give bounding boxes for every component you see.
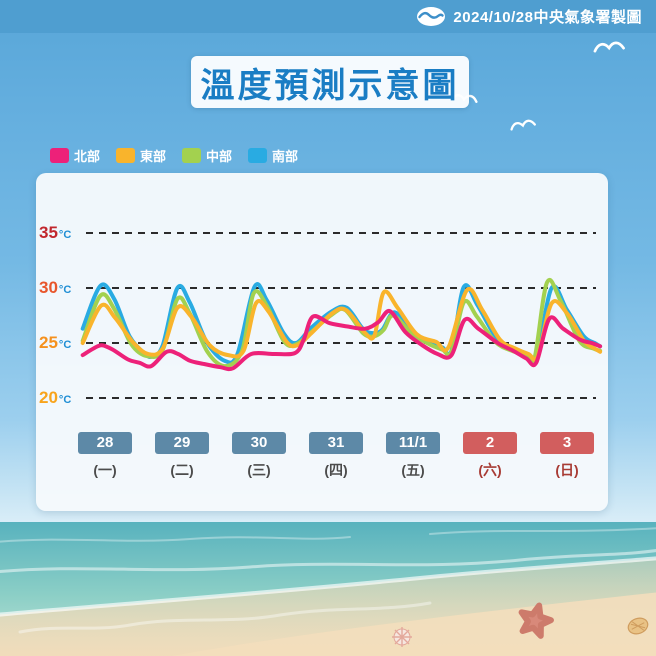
y-tick-unit: °C — [58, 394, 72, 406]
temperature-line-chart — [80, 232, 603, 399]
foam-line — [0, 536, 351, 543]
date-cell-29: 29 (二) — [155, 432, 209, 480]
weekday-label: (日) — [555, 462, 579, 478]
y-tick-25: 25 °C — [39, 331, 91, 355]
series-line-東部 — [80, 286, 603, 362]
date-badge: 2 — [463, 432, 517, 454]
legend-item-北部: 北部 — [50, 146, 100, 165]
legend-label: 北部 — [74, 149, 101, 164]
weekday-label: (四) — [324, 462, 348, 478]
legend-swatch — [248, 148, 267, 163]
date-cell-30: 30 (三) — [232, 432, 286, 480]
series-line-北部 — [80, 308, 603, 372]
scallop-shell-icon — [627, 617, 649, 635]
chart-panel: 35 °C 30 °C 25 °C 20 °C 28 (一) 29 (二) 30 (三) 31 (四) 11/… — [36, 173, 608, 511]
y-tick-value: 25 — [39, 333, 58, 352]
date-cell-2: 2 (六) — [463, 432, 517, 480]
y-tick-30: 30 °C — [39, 276, 91, 300]
y-tick-value: 20 — [39, 388, 58, 407]
weekday-label: (六) — [478, 462, 502, 478]
foam-line — [0, 549, 656, 574]
page-title: 溫度預測示意圖 — [200, 66, 460, 105]
weekday-label: (一) — [93, 462, 117, 478]
legend-item-中部: 中部 — [182, 146, 232, 165]
starfish-icon — [518, 602, 554, 639]
beach-scene — [0, 522, 656, 656]
y-tick-unit: °C — [58, 284, 72, 296]
weekday-label: (二) — [170, 462, 194, 478]
weekday-label: (三) — [247, 462, 271, 478]
legend-label: 東部 — [140, 149, 167, 164]
legend-label: 中部 — [206, 149, 233, 164]
y-tick-35: 35 °C — [39, 221, 91, 245]
date-cell-31: 31 (四) — [309, 432, 363, 480]
legend-swatch — [50, 148, 69, 163]
attribution-text: 2024/10/28中央氣象署製圖 — [453, 9, 642, 26]
y-tick-unit: °C — [58, 229, 72, 241]
legend-swatch — [182, 148, 201, 163]
header-bar: 2024/10/28中央氣象署製圖 — [0, 0, 656, 33]
foam-line — [429, 527, 656, 535]
date-badge: 29 — [155, 432, 209, 454]
date-cell-3: 3 (日) — [540, 432, 594, 480]
sea-urchin-icon — [392, 627, 412, 647]
y-tick-value: 30 — [39, 278, 58, 297]
foam-lace — [18, 601, 432, 634]
date-badge: 28 — [78, 432, 132, 454]
chart-legend: 北部 東部 中部 南部 — [0, 146, 656, 164]
y-tick-value: 35 — [39, 223, 58, 242]
cwa-logo-icon — [417, 7, 446, 26]
date-cell-11/1: 11/1 (五) — [386, 432, 440, 480]
date-badge: 30 — [232, 432, 286, 454]
weekday-label: (五) — [401, 462, 425, 478]
seagull-icon — [593, 41, 625, 53]
legend-item-東部: 東部 — [116, 146, 166, 165]
date-badge: 31 — [309, 432, 363, 454]
date-badge: 11/1 — [386, 432, 440, 454]
y-tick-20: 20 °C — [39, 386, 91, 410]
legend-swatch — [116, 148, 135, 163]
date-badge: 3 — [540, 432, 594, 454]
date-cell-28: 28 (一) — [78, 432, 132, 480]
seagull-icon — [510, 119, 536, 131]
y-tick-unit: °C — [58, 339, 72, 351]
foam-edge — [0, 556, 656, 617]
legend-item-南部: 南部 — [248, 146, 298, 165]
title-box: 溫度預測示意圖 — [191, 56, 469, 108]
legend-label: 南部 — [272, 149, 299, 164]
